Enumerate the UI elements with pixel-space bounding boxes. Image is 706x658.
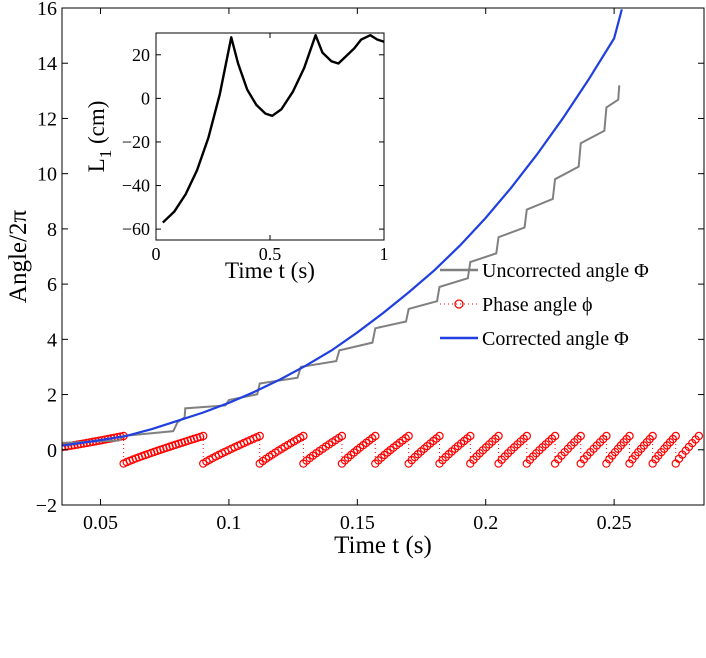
phase-point (522, 431, 532, 441)
inset-y-label-sub: 1 (96, 150, 115, 159)
phase-point (602, 431, 611, 441)
phase-point (648, 431, 657, 441)
phase-angle-series (62, 431, 704, 468)
corrected-angle-line (62, 9, 623, 447)
phase-point (435, 431, 444, 441)
phase-point (602, 459, 611, 468)
x-tick-label: 0.2 (473, 512, 498, 534)
x-tick-label: 0.1 (216, 512, 241, 534)
inset-y-tick-label: 20 (132, 45, 150, 65)
y-tick-label: 0 (47, 440, 57, 462)
uncorrected-angle-series (62, 85, 621, 444)
y-tick-label: 4 (47, 329, 57, 351)
phase-point (550, 431, 560, 441)
inset-y-tick-label: −20 (122, 132, 150, 152)
phase-point (255, 431, 264, 441)
phase-point (494, 431, 503, 441)
inset-y-tick-label: −60 (122, 219, 150, 239)
x-tick-label: 0.15 (340, 512, 375, 534)
inset-y-label-unit: (cm) (84, 101, 109, 150)
inset-x-axis-label: Time t (s) (225, 258, 315, 283)
legend-label: Corrected angle Φ (482, 328, 629, 350)
phase-point (694, 431, 704, 441)
y-tick-label: −2 (36, 495, 57, 517)
inset-x-tick-label: 0.5 (259, 244, 282, 264)
inset-y-tick-label: 0 (141, 88, 150, 108)
y-tick-label: 14 (37, 53, 57, 75)
phase-point (671, 431, 680, 441)
inset-x-tick-label: 1 (380, 244, 389, 264)
y-tick-label: 6 (47, 274, 57, 296)
y-tick-label: 2 (47, 385, 57, 407)
inset-l1-line (162, 33, 385, 224)
inset-y-label-main: L (84, 158, 109, 172)
x-tick-label: 0.05 (83, 512, 118, 534)
phase-point (625, 431, 634, 441)
y-tick-label: 8 (47, 219, 57, 241)
legend: Uncorrected angle Φ Phase angle ϕ Correcte… (440, 260, 649, 350)
inset-y-tick-label: −40 (122, 176, 150, 196)
uncorrected-angle-line (62, 85, 621, 444)
phase-point (625, 459, 634, 468)
phase-point (648, 459, 657, 468)
inset-x-tick-label: 0 (152, 244, 161, 264)
phase-point (371, 431, 380, 441)
phase-point (404, 431, 413, 441)
corrected-angle-series (62, 9, 623, 447)
phase-point (337, 431, 347, 441)
y-axis-label: Angle/2π (5, 210, 32, 304)
x-tick-label: 0.25 (597, 512, 632, 534)
legend-marker (454, 299, 464, 309)
y-tick-label: 10 (37, 164, 57, 186)
x-axis-label: Time t (s) (334, 532, 432, 559)
phase-point (299, 431, 308, 441)
inset-background (156, 33, 384, 240)
inset-y-axis-label: L1 (cm) (84, 101, 115, 173)
legend-label: Uncorrected angle Φ (482, 260, 649, 282)
phase-point (466, 431, 475, 441)
legend-label: Phase angle ϕ (482, 294, 593, 316)
phase-point (576, 431, 585, 441)
y-tick-label: 12 (37, 108, 57, 130)
main-frame (61, 7, 705, 506)
y-tick-label: 16 (37, 0, 57, 20)
phase-point (199, 431, 208, 441)
